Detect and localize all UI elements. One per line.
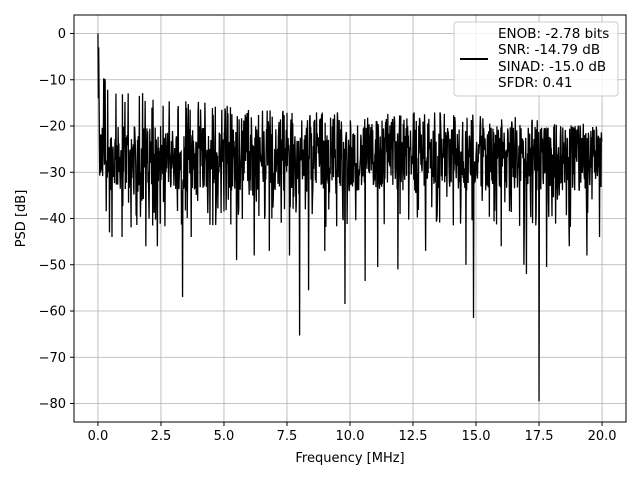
- y-tick-label: −70: [39, 351, 66, 366]
- legend-box: [453, 21, 619, 97]
- x-ticks: 0.0 2.5 5.0 7.5 10.0 12.5 15.0 17.5 20.0: [88, 422, 617, 444]
- legend: ENOB: -2.78 bits SNR: -14.79 dB SINAD: -…: [453, 21, 619, 97]
- y-tick-label: 0: [58, 27, 66, 42]
- x-tick-label: 7.5: [277, 429, 298, 444]
- y-tick-label: −50: [39, 258, 66, 273]
- x-tick-label: 0.0: [88, 429, 109, 444]
- y-tick-label: −60: [39, 305, 66, 320]
- y-ticks: 0 −10 −20 −30 −40 −50 −60 −70 −80: [39, 27, 74, 412]
- legend-enob: ENOB: -2.78 bits: [498, 26, 609, 42]
- y-tick-label: −10: [39, 73, 66, 88]
- x-tick-label: 10.0: [336, 429, 365, 444]
- x-tick-label: 15.0: [462, 429, 491, 444]
- legend-snr: SNR: -14.79 dB: [498, 42, 600, 58]
- x-tick-label: 2.5: [151, 429, 172, 444]
- legend-sinad: SINAD: -15.0 dB: [498, 59, 606, 75]
- psd-trace: [97, 33, 603, 402]
- y-tick-label: −80: [39, 397, 66, 412]
- y-axis-label: PSD [dB]: [14, 190, 29, 248]
- x-tick-label: 5.0: [214, 429, 235, 444]
- y-tick-label: −40: [39, 212, 66, 227]
- legend-sfdr: SFDR: 0.41: [498, 75, 573, 91]
- x-tick-label: 17.5: [525, 429, 554, 444]
- x-tick-label: 20.0: [588, 429, 617, 444]
- x-axis-label: Frequency [MHz]: [295, 451, 404, 466]
- y-tick-label: −30: [39, 166, 66, 181]
- psd-series: [97, 33, 603, 402]
- y-tick-label: −20: [39, 120, 66, 135]
- x-tick-label: 12.5: [399, 429, 428, 444]
